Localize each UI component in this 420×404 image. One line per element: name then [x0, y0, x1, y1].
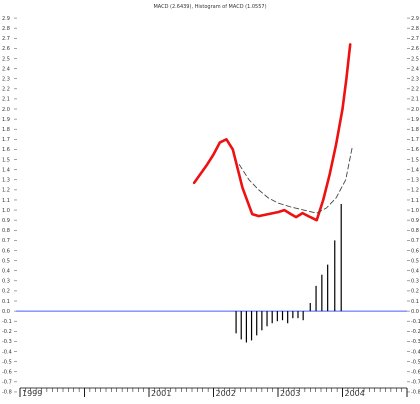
- x-tick-label: 1999: [22, 389, 42, 398]
- y-tick-label-left: 1.8: [2, 127, 10, 133]
- y-tick-label-right: -0.1: [411, 319, 420, 325]
- y-tick-label-left: 0.0: [2, 309, 10, 315]
- y-tick-label-left: 0.5: [2, 258, 10, 264]
- y-tick-label-right: 0.4: [411, 268, 419, 274]
- y-tick-label-right: 2.0: [411, 107, 419, 113]
- y-tick-label-left: 1.3: [2, 178, 10, 184]
- y-tick-label-right: 1.5: [411, 157, 419, 163]
- y-tick-label-left: 2.6: [2, 46, 10, 52]
- y-tick-label-left: 1.7: [2, 137, 10, 143]
- x-tick-label: 2001: [151, 389, 171, 398]
- y-tick-label-right: 2.5: [411, 56, 419, 62]
- y-tick-label-left: 0.1: [2, 299, 10, 305]
- y-tick-label-left: -0.5: [2, 359, 12, 365]
- y-tick-label-right: -0.7: [411, 380, 420, 386]
- x-tick-label: 2002: [216, 389, 236, 398]
- x-tick-label: 2003: [280, 389, 300, 398]
- y-tick-label-right: 2.9: [411, 16, 419, 22]
- y-tick-label-right: 1.4: [411, 167, 419, 173]
- y-tick-label-right: -0.2: [411, 329, 420, 335]
- y-tick-label-right: -0.8: [411, 390, 420, 396]
- y-tick-label-left: 2.5: [2, 56, 10, 62]
- y-tick-label-right: 0.6: [411, 248, 419, 254]
- y-tick-label-right: -0.5: [411, 359, 420, 365]
- y-tick-label-right: 1.9: [411, 117, 419, 123]
- y-tick-label-right: 0.5: [411, 258, 419, 264]
- y-tick-label-right: 2.1: [411, 97, 419, 103]
- y-tick-label-left: 1.6: [2, 147, 10, 153]
- y-tick-label-left: 2.7: [2, 36, 10, 42]
- y-tick-label-left: -0.1: [2, 319, 12, 325]
- y-tick-label-left: -0.3: [2, 339, 12, 345]
- y-tick-label-left: 2.9: [2, 16, 10, 22]
- y-tick-label-left: -0.8: [2, 390, 12, 396]
- y-tick-label-right: -0.4: [411, 349, 420, 355]
- y-tick-label-left: -0.4: [2, 349, 12, 355]
- y-tick-label-right: 0.9: [411, 218, 419, 224]
- y-tick-label-right: 2.2: [411, 87, 419, 93]
- y-tick-label-right: 0.8: [411, 228, 419, 234]
- y-tick-label-right: 2.8: [411, 26, 419, 32]
- y-tick-label-right: 1.8: [411, 127, 419, 133]
- y-tick-label-left: 2.3: [2, 77, 10, 83]
- y-tick-label-right: 1.3: [411, 178, 419, 184]
- y-tick-label-left: -0.7: [2, 380, 12, 386]
- y-tick-label-right: 1.2: [411, 188, 419, 194]
- y-tick-label-left: 1.1: [2, 198, 10, 204]
- y-tick-label-left: 0.4: [2, 268, 10, 274]
- y-tick-label-right: 2.4: [411, 66, 419, 72]
- y-axis-right: 2.9 2.8 2.7 2.6 2.5 2.4 2.3 2.2 2.1 2.0 1.9 1.8 1.7 1…: [407, 16, 420, 396]
- macd-line: [192, 43, 352, 222]
- y-tick-label-left: 2.0: [2, 107, 10, 113]
- x-axis: 1999 2001 2002 2003 2004: [19, 387, 408, 398]
- y-tick-label-right: 2.3: [411, 77, 419, 83]
- y-tick-label-left: 2.1: [2, 97, 10, 103]
- y-tick-label-right: 2.6: [411, 46, 419, 52]
- y-tick-label-right: 0.0: [411, 309, 419, 315]
- y-tick-label-right: 0.3: [411, 279, 419, 285]
- y-tick-label-right: 0.2: [411, 289, 419, 295]
- plot-area: [16, 43, 407, 343]
- y-tick-label-left: 2.2: [2, 87, 10, 93]
- y-tick-label-left: -0.6: [2, 370, 12, 376]
- y-tick-label-right: 2.7: [411, 36, 419, 42]
- y-tick-label-left: 0.9: [2, 218, 10, 224]
- chart-title: MACD (2.6439), Histogram of MACD (1.0557…: [153, 4, 266, 10]
- y-axis-left: 2.9 2.8 2.7 2.6 2.5 2.4 2.3 2.2 2.1 2.0 1.9 1.8 1.7 1…: [2, 16, 17, 396]
- y-tick-label-left: 1.9: [2, 117, 10, 123]
- y-tick-label-right: -0.3: [411, 339, 420, 345]
- y-tick-label-left: 1.5: [2, 157, 10, 163]
- y-tick-label-left: 0.8: [2, 228, 10, 234]
- y-tick-label-left: 0.3: [2, 279, 10, 285]
- y-tick-label-right: 0.7: [411, 238, 419, 244]
- y-tick-label-right: 1.0: [411, 208, 419, 214]
- y-tick-label-right: 0.1: [411, 299, 419, 305]
- y-tick-label-left: 2.8: [2, 26, 10, 32]
- y-tick-label-right: 1.1: [411, 198, 419, 204]
- y-tick-label-left: 1.4: [2, 167, 10, 173]
- signal-line: [238, 146, 353, 214]
- y-tick-label-right: 1.7: [411, 137, 419, 143]
- y-tick-label-right: 1.6: [411, 147, 419, 153]
- y-tick-label-left: -0.2: [2, 329, 12, 335]
- y-tick-label-left: 2.4: [2, 66, 10, 72]
- y-tick-label-left: 1.0: [2, 208, 10, 214]
- y-tick-label-right: -0.6: [411, 370, 420, 376]
- y-tick-label-left: 0.7: [2, 238, 10, 244]
- y-tick-label-left: 0.6: [2, 248, 10, 254]
- y-tick-label-left: 1.2: [2, 188, 10, 194]
- y-tick-label-left: 0.2: [2, 289, 10, 295]
- x-tick-label: 2004: [345, 389, 365, 398]
